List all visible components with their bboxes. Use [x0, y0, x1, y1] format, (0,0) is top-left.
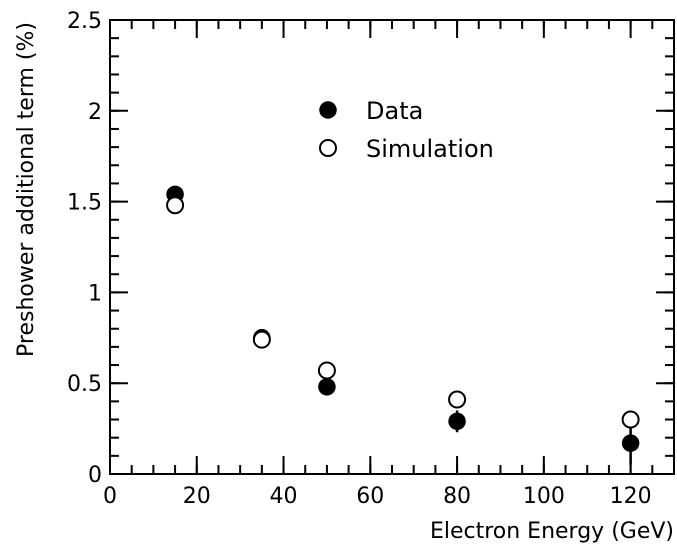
simulation-point-open — [448, 390, 467, 409]
x-tick-label: 60 — [356, 484, 384, 509]
y-tick-label: 1 — [88, 281, 102, 306]
data-point-filled — [621, 434, 640, 452]
data-point-filled — [448, 412, 466, 431]
data-point-filled — [318, 378, 336, 396]
simulation-point-open — [166, 196, 185, 215]
x-tick-label: 0 — [103, 484, 117, 509]
legend-label: Data — [366, 97, 423, 125]
x-tick-label: 120 — [610, 484, 652, 509]
plot-frame — [109, 19, 675, 475]
y-axis-title: Preshower additional term (%) — [14, 22, 39, 357]
x-tick-label: 20 — [183, 484, 211, 509]
simulation-point-open — [317, 361, 336, 380]
legend-marker-open — [319, 139, 337, 157]
simulation-point-open — [252, 330, 271, 349]
x-tick-label: 40 — [270, 484, 298, 509]
y-tick-label: 2 — [88, 100, 102, 125]
axis-tick-labels: 0 20 40 60 80 100 120 0 0.5 1 1.5 2 2.5 — [67, 9, 652, 509]
legend: Data Simulation — [319, 97, 494, 163]
x-tick-label: 100 — [523, 484, 565, 509]
y-tick-label: 0 — [88, 463, 102, 488]
y-tick-label: 0.5 — [67, 372, 102, 397]
legend-label: Simulation — [366, 135, 494, 163]
simulation-point-open — [621, 410, 640, 429]
y-tick-label: 2.5 — [67, 9, 102, 34]
x-tick-label: 80 — [443, 484, 471, 509]
y-tick-label: 1.5 — [67, 191, 102, 216]
data-marks — [166, 185, 640, 465]
x-axis-title: Electron Energy (GeV) — [430, 519, 674, 544]
legend-marker-filled — [319, 101, 337, 119]
axis-ticks — [109, 19, 675, 475]
